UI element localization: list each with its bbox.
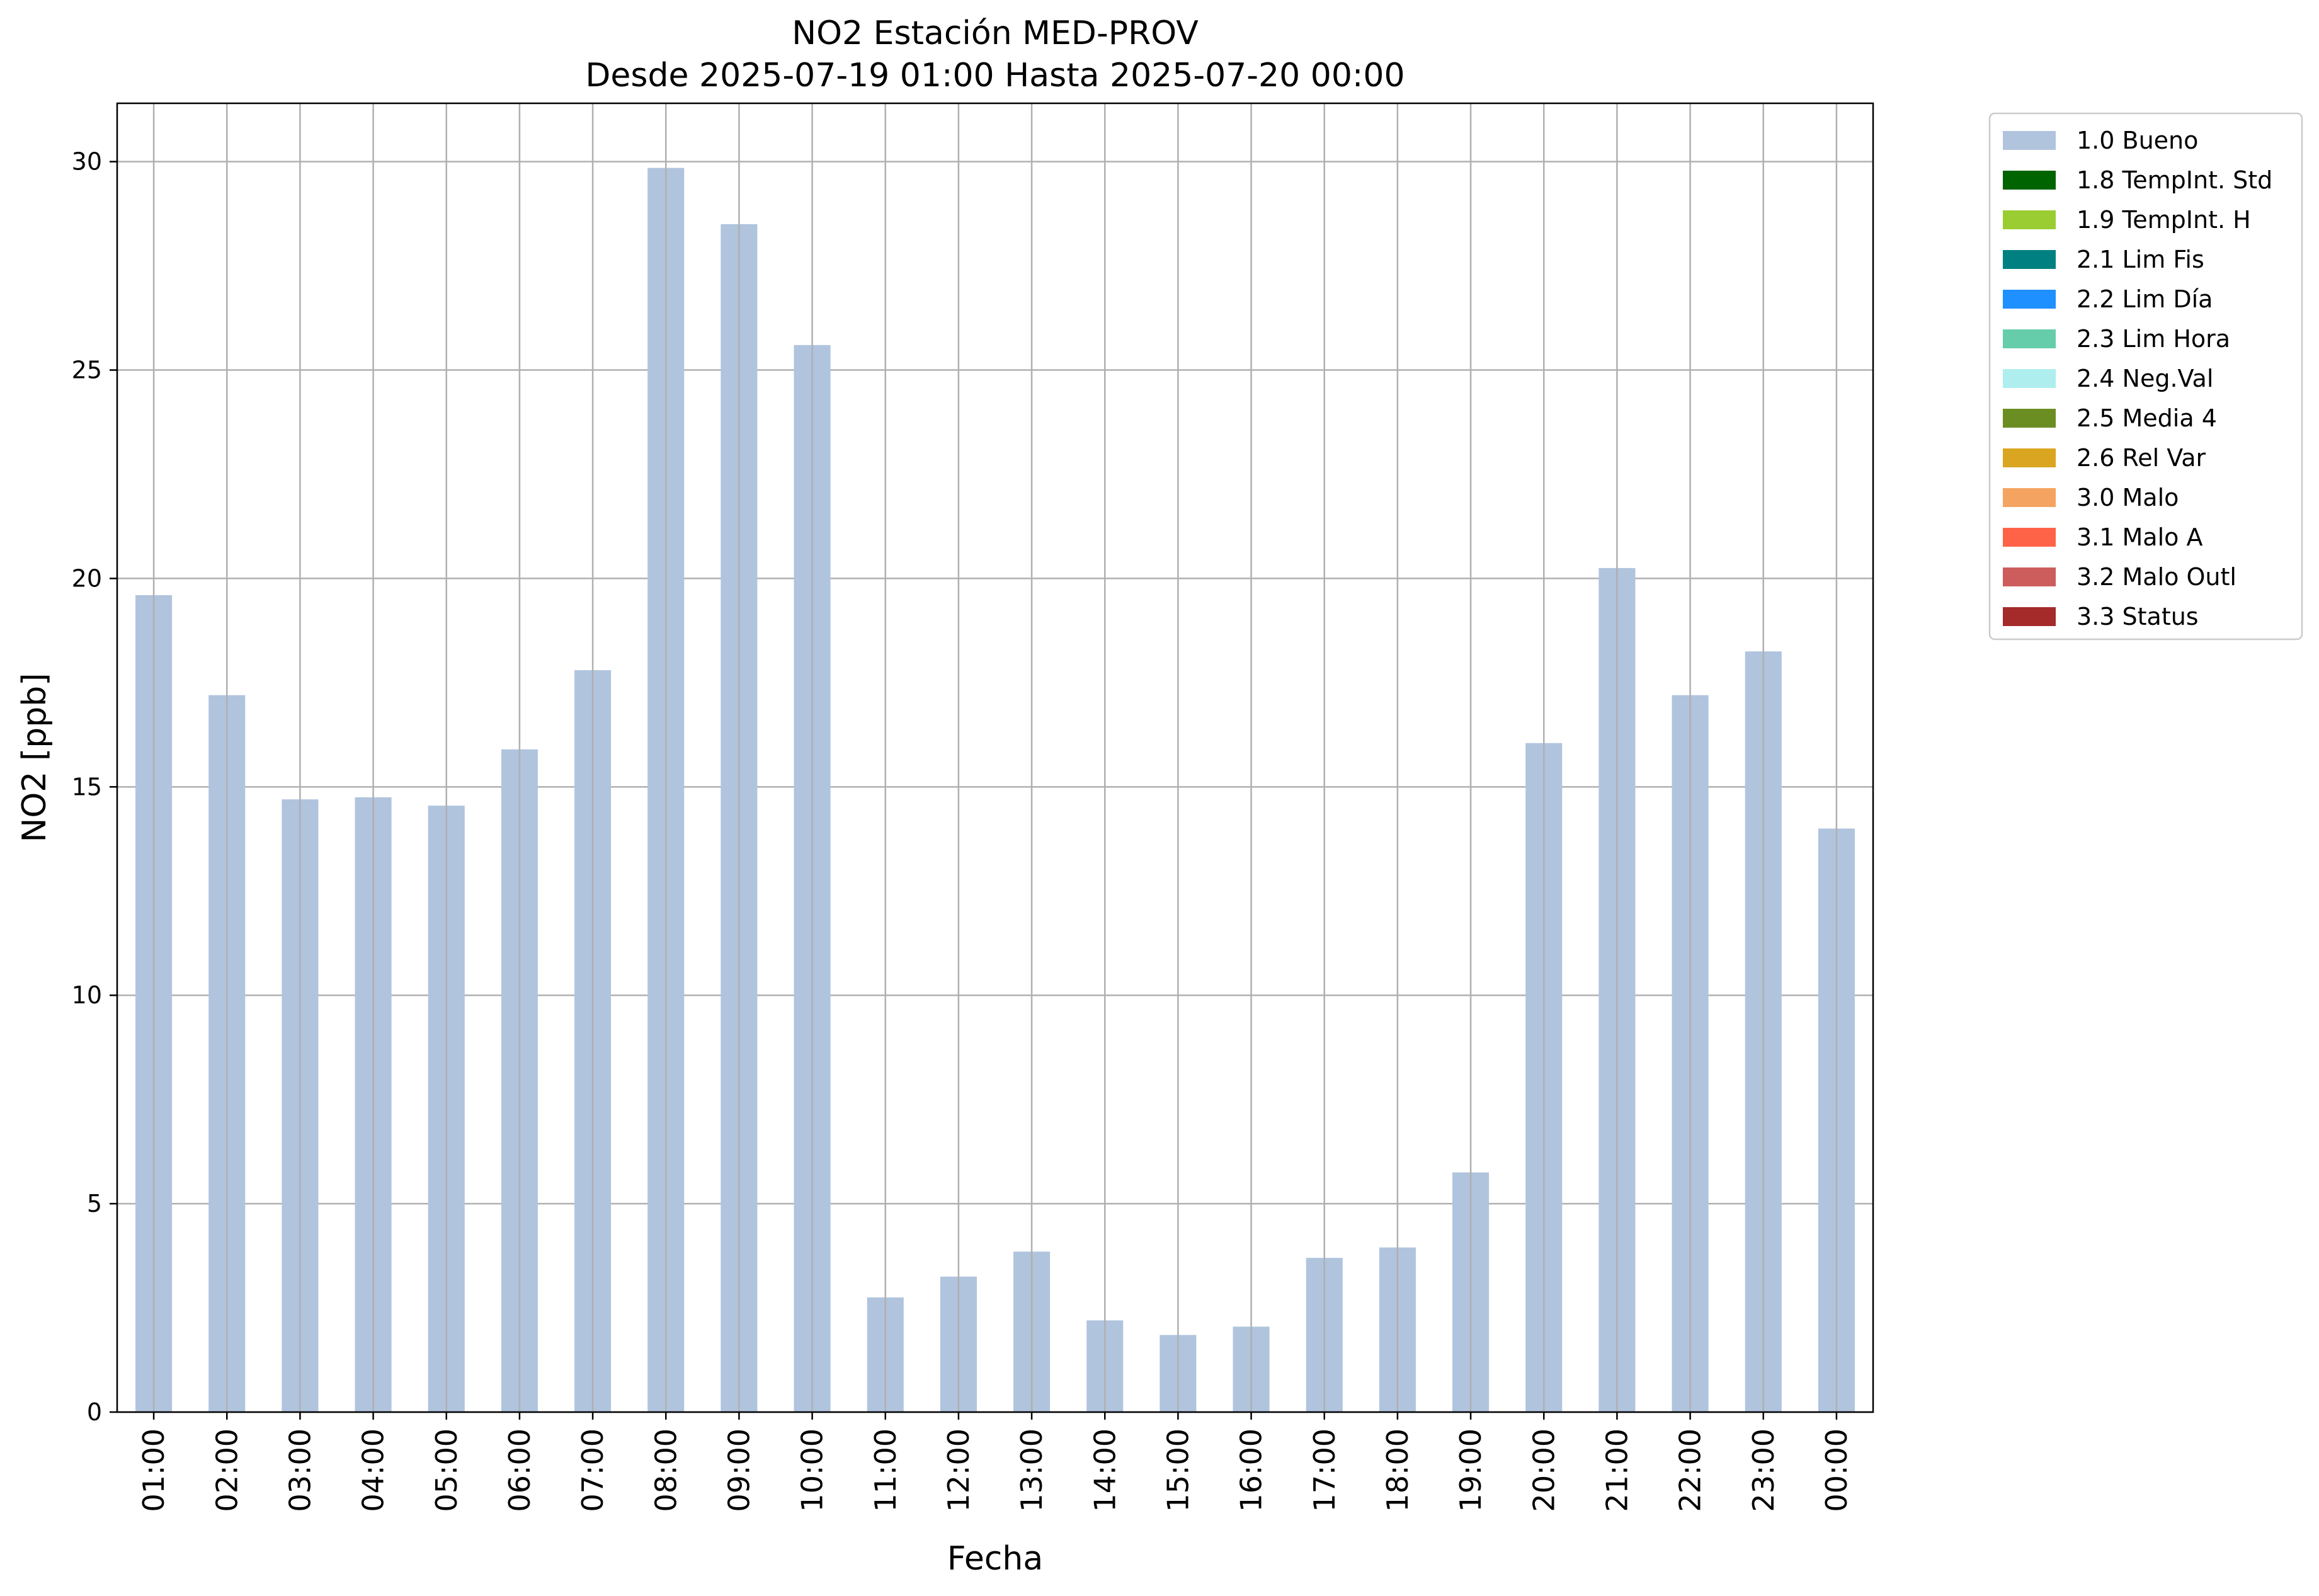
grid-lines (117, 161, 1873, 1413)
y-axis-label: NO2 [ppb] (16, 673, 54, 842)
legend-swatch (2003, 290, 2056, 309)
vertical-grid-lines (152, 103, 1838, 1412)
x-tick-label: 18:00 (1381, 1428, 1415, 1512)
legend-swatch (2003, 329, 2056, 348)
y-tick-label: 10 (72, 981, 102, 1009)
y-axis-ticks: 0 5 10 15 20 25 30 (72, 148, 117, 1426)
legend-label: 2.4 Neg.Val (2077, 365, 2213, 392)
legend-entry: 2.2 Lim Día (2003, 285, 2213, 313)
plot-frame (116, 102, 1874, 1413)
x-tick-label: 22:00 (1673, 1428, 1707, 1512)
x-tick-label: 07:00 (576, 1428, 610, 1512)
x-tick-label: 14:00 (1088, 1428, 1122, 1512)
x-axis-label: Fecha (947, 1540, 1043, 1578)
x-tick-label: 09:00 (722, 1428, 756, 1512)
legend-label: 2.3 Lim Hora (2077, 325, 2230, 353)
legend-entries: 1.0 Bueno 1.8 TempInt. Std 1.9 TempInt. H 2… (2003, 127, 2272, 630)
x-tick-label: 20:00 (1527, 1428, 1561, 1512)
x-tick-label: 04:00 (356, 1428, 390, 1512)
x-tick-label: 00:00 (1820, 1428, 1854, 1512)
legend-swatch (2003, 528, 2056, 547)
chart-title: NO2 Estación MED-PROV (792, 14, 1199, 52)
x-tick-label: 21:00 (1600, 1428, 1634, 1512)
legend-label: 2.2 Lim Día (2077, 285, 2213, 313)
x-tick-label: 16:00 (1234, 1428, 1268, 1512)
x-tick-label: 03:00 (283, 1428, 317, 1512)
y-tick-label: 20 (72, 564, 102, 592)
legend-label: 2.1 Lim Fis (2077, 246, 2204, 273)
y-tick-label: 5 (87, 1190, 102, 1217)
legend-swatch (2003, 210, 2056, 229)
legend-label: 1.0 Bueno (2077, 127, 2198, 154)
x-tick-label: 17:00 (1308, 1428, 1342, 1512)
x-tick-label: 13:00 (1015, 1428, 1049, 1512)
x-tick-label: 06:00 (503, 1428, 537, 1512)
x-tick-label: 12:00 (942, 1428, 976, 1512)
legend-label: 3.3 Status (2077, 603, 2199, 630)
legend-entry: 1.9 TempInt. H (2003, 206, 2251, 234)
y-tick-label: 30 (72, 148, 102, 176)
legend-entry: 2.4 Neg.Val (2003, 365, 2213, 392)
legend-label: 3.1 Malo A (2077, 523, 2202, 551)
x-tick-label: 08:00 (649, 1428, 683, 1512)
legend: 1.0 Bueno 1.8 TempInt. Std 1.9 TempInt. H 2… (1988, 112, 2303, 641)
x-tick-label: 01:00 (137, 1428, 171, 1512)
y-tick-label: 25 (72, 356, 102, 384)
legend-entry: 1.8 TempInt. Std (2003, 166, 2272, 194)
legend-swatch (2003, 448, 2056, 467)
legend-entry: 3.3 Status (2003, 603, 2199, 630)
x-axis-ticks: 01:00 02:00 03:00 04:00 05:00 06:00 07:00 08:00… (137, 1412, 1854, 1512)
x-tick-label: 11:00 (869, 1428, 903, 1512)
legend-frame (1988, 112, 2303, 641)
legend-swatch (2003, 171, 2056, 190)
legend-swatch (2003, 131, 2056, 150)
legend-label: 1.8 TempInt. Std (2077, 166, 2272, 194)
legend-label: 1.9 TempInt. H (2077, 206, 2251, 234)
chart-subtitle: Desde 2025-07-19 01:00 Hasta 2025-07-20 … (585, 57, 1405, 94)
legend-entry: 3.1 Malo A (2003, 523, 2202, 551)
legend-entry: 2.3 Lim Hora (2003, 325, 2230, 353)
legend-entry: 1.0 Bueno (2003, 127, 2198, 154)
legend-label: 3.0 Malo (2077, 484, 2179, 511)
legend-entry: 3.0 Malo (2003, 484, 2179, 511)
x-tick-label: 23:00 (1746, 1428, 1781, 1512)
legend-swatch (2003, 567, 2056, 586)
legend-label: 3.2 Malo Outl (2077, 563, 2236, 591)
legend-swatch (2003, 488, 2056, 507)
y-tick-label: 0 (87, 1398, 102, 1426)
legend-swatch (2003, 369, 2056, 388)
x-tick-label: 10:00 (795, 1428, 829, 1512)
legend-entry: 2.1 Lim Fis (2003, 246, 2204, 273)
legend-entry: 3.2 Malo Outl (2003, 563, 2236, 591)
legend-swatch (2003, 409, 2056, 428)
x-tick-label: 02:00 (210, 1428, 244, 1512)
legend-swatch (2003, 250, 2056, 269)
legend-label: 2.5 Media 4 (2077, 404, 2217, 432)
legend-entry: 2.6 Rel Var (2003, 444, 2206, 472)
legend-swatch (2003, 607, 2056, 626)
x-tick-label: 15:00 (1161, 1428, 1195, 1512)
y-tick-label: 15 (72, 773, 102, 801)
x-tick-label: 19:00 (1454, 1428, 1488, 1512)
x-tick-label: 05:00 (430, 1428, 464, 1512)
legend-label: 2.6 Rel Var (2077, 444, 2206, 472)
legend-entry: 2.5 Media 4 (2003, 404, 2217, 432)
